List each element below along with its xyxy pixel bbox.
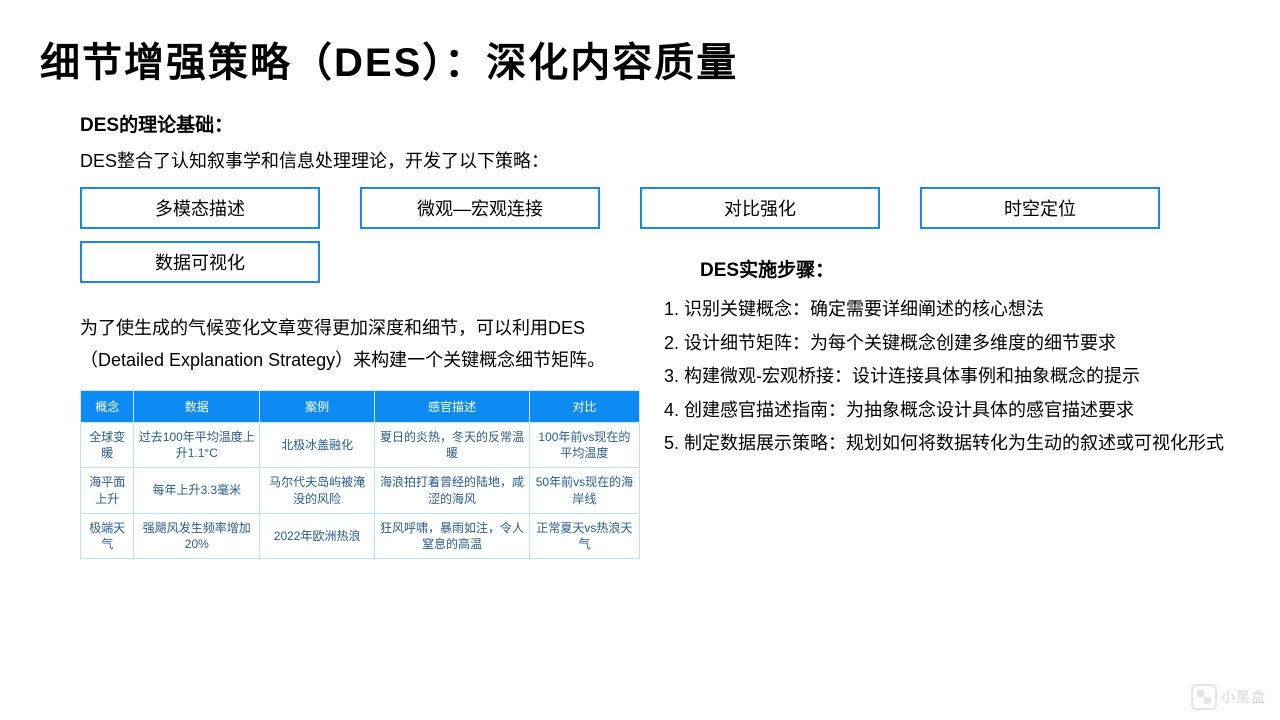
step-item: 创建感官描述指南：为抽象概念设计具体的感官描述要求 xyxy=(684,395,1240,427)
cell: 全球变暖 xyxy=(81,423,134,468)
cell: 马尔代夫岛屿被淹没的风险 xyxy=(260,468,375,513)
watermark-text: 小黑盒 xyxy=(1221,687,1266,707)
table-header-row: 概念 数据 案例 感官描述 对比 xyxy=(81,391,640,423)
strategy-box-spacetime: 时空定位 xyxy=(920,187,1160,229)
cell: 100年前vs现在的平均温度 xyxy=(529,423,639,468)
table-row: 极端天气 强飓风发生频率增加20% 2022年欧洲热浪 狂风呼啸，暴雨如注，令人… xyxy=(81,513,640,558)
cell: 极端天气 xyxy=(81,513,134,558)
table-row: 海平面上升 每年上升3.3毫米 马尔代夫岛屿被淹没的风险 海浪拍打着曾经的陆地，… xyxy=(81,468,640,513)
cell: 海平面上升 xyxy=(81,468,134,513)
steps-heading: DES实施步骤： xyxy=(700,255,1240,282)
cell: 50年前vs现在的海岸线 xyxy=(529,468,639,513)
cell: 正常夏天vs热浪天气 xyxy=(529,513,639,558)
th-concept: 概念 xyxy=(81,391,134,423)
watermark: 小黑盒 xyxy=(1191,684,1266,710)
cell: 北极冰盖融化 xyxy=(260,423,375,468)
strategy-row-1: 多模态描述 微观—宏观连接 对比强化 时空定位 xyxy=(80,187,1240,229)
cell: 强飓风发生频率增加20% xyxy=(134,513,260,558)
cell: 狂风呼啸，暴雨如注，令人窒息的高温 xyxy=(375,513,530,558)
step-item: 设计细节矩阵：为每个关键概念创建多维度的细节要求 xyxy=(684,328,1240,360)
right-column: DES实施步骤： 识别关键概念：确定需要详细阐述的核心想法 设计细节矩阵：为每个… xyxy=(640,295,1240,559)
cell: 夏日的炎热，冬天的反常温暖 xyxy=(375,423,530,468)
step-item: 构建微观-宏观桥接：设计连接具体事例和抽象概念的提示 xyxy=(684,361,1240,393)
detail-matrix-table: 概念 数据 案例 感官描述 对比 全球变暖 过去100年平均温度上升1.1°C … xyxy=(80,390,640,559)
left-column: 为了使生成的气候变化文章变得更加深度和细节，可以利用DES（Detailed E… xyxy=(40,295,640,559)
th-data: 数据 xyxy=(134,391,260,423)
step-item: 制定数据展示策略：规划如何将数据转化为生动的叙述或可视化形式 xyxy=(684,428,1240,460)
intro-text: DES整合了认知叙事学和信息处理理论，开发了以下策略： xyxy=(80,147,1240,173)
cell: 2022年欧洲热浪 xyxy=(260,513,375,558)
cell: 每年上升3.3毫米 xyxy=(134,468,260,513)
table-row: 全球变暖 过去100年平均温度上升1.1°C 北极冰盖融化 夏日的炎热，冬天的反… xyxy=(81,423,640,468)
strategy-box-contrast: 对比强化 xyxy=(640,187,880,229)
watermark-logo-icon xyxy=(1191,684,1217,710)
step-item: 识别关键概念：确定需要详细阐述的核心想法 xyxy=(684,294,1240,326)
th-contrast: 对比 xyxy=(529,391,639,423)
left-paragraph: 为了使生成的气候变化文章变得更加深度和细节，可以利用DES（Detailed E… xyxy=(80,313,640,376)
strategy-box-micro-macro: 微观—宏观连接 xyxy=(360,187,600,229)
theory-heading: DES的理论基础： xyxy=(80,110,1240,137)
strategy-box-multimodal: 多模态描述 xyxy=(80,187,320,229)
page-title: 细节增强策略（DES）：深化内容质量 xyxy=(40,30,1240,88)
th-case: 案例 xyxy=(260,391,375,423)
cell: 海浪拍打着曾经的陆地，咸涩的海风 xyxy=(375,468,530,513)
strategy-box-dataviz: 数据可视化 xyxy=(80,241,320,283)
cell: 过去100年平均温度上升1.1°C xyxy=(134,423,260,468)
th-sensory: 感官描述 xyxy=(375,391,530,423)
steps-list: 识别关键概念：确定需要详细阐述的核心想法 设计细节矩阵：为每个关键概念创建多维度… xyxy=(660,294,1240,460)
